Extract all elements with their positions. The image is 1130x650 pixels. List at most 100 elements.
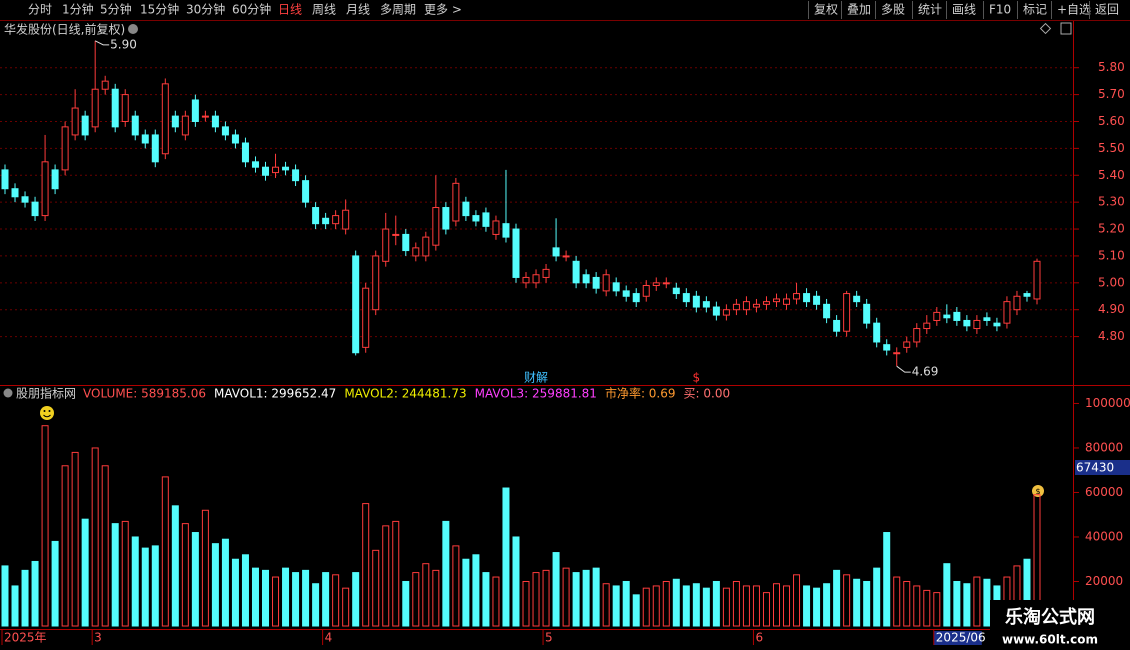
legend-entry: MAVOL3: 259881.81 [475, 387, 597, 401]
volume-bar [382, 525, 390, 627]
candle-body [923, 322, 931, 330]
candle-body [1033, 260, 1041, 300]
volume-bar [231, 558, 239, 627]
candle-body [251, 161, 259, 168]
watermark-name: 乐淘公式网 [1005, 606, 1095, 628]
volume-bar [282, 567, 290, 627]
volume-bar [622, 580, 630, 627]
volume-bar [502, 487, 510, 627]
candle-body [121, 94, 129, 122]
toolbar-button[interactable]: F10 [989, 3, 1011, 17]
candle-body [883, 344, 891, 351]
candle-body [913, 328, 921, 343]
volume-bar [412, 572, 420, 627]
toolbar-button[interactable]: 叠加 [847, 3, 871, 17]
candle-body [231, 134, 239, 144]
candle-body [312, 207, 320, 225]
volume-bar [752, 585, 760, 627]
toolbar-button[interactable]: +自选 [1057, 3, 1091, 17]
candle-body [462, 201, 470, 217]
volume-bar [432, 569, 440, 627]
y-tick-label: 5.10 [1098, 248, 1125, 262]
annotation-arrow [94, 40, 110, 46]
volume-bar [803, 585, 811, 627]
toolbar-button[interactable]: 标记 [1023, 3, 1047, 17]
candle-body [572, 260, 580, 284]
y-tick-label: 5.30 [1098, 195, 1125, 209]
candle-body [322, 217, 330, 225]
y-tick-label: 5.20 [1098, 222, 1125, 236]
toolbar-button[interactable]: 30分钟 [186, 2, 225, 17]
volume-bar [943, 563, 951, 627]
candle-body [472, 215, 480, 222]
legend-entry: MAVOL2: 244481.73 [344, 387, 466, 401]
volume-bar [342, 587, 350, 627]
toolbar-button[interactable]: 多周期 [380, 3, 416, 17]
date-label: 6 [755, 631, 763, 645]
candle-body [712, 306, 720, 316]
volume-bar [923, 589, 931, 627]
candle-body [502, 223, 510, 238]
candle-body [282, 166, 290, 171]
volume-bar [302, 569, 310, 627]
candle-body [191, 99, 199, 122]
toolbar-button[interactable]: 周线 [312, 3, 336, 17]
toolbar-button[interactable]: 1分钟 [62, 2, 94, 17]
candle-body [742, 301, 750, 311]
candle-body [512, 228, 520, 278]
candle-body [853, 295, 861, 303]
candle-body [332, 215, 340, 225]
candle-body [482, 212, 490, 227]
candle-body [752, 303, 760, 308]
volume-bar [853, 578, 861, 627]
candle-body [21, 196, 29, 203]
candle-body [11, 188, 19, 198]
volume-bar [181, 523, 189, 627]
volume-bar [762, 592, 770, 627]
y-tick-label: 60000 [1085, 485, 1123, 499]
legend-entry: 买: 0.00 [684, 387, 731, 401]
candle-body [412, 247, 420, 257]
volume-bar [472, 554, 480, 627]
y-tick-label: 5.80 [1098, 60, 1125, 74]
volume-bar [91, 447, 99, 627]
toolbar-button[interactable]: 多股 [881, 3, 905, 17]
volume-bar [903, 580, 911, 627]
volume-bar [843, 574, 851, 627]
toolbar-button[interactable]: 5分钟 [100, 2, 132, 17]
candle-body [702, 301, 710, 308]
indicator-icon[interactable] [3, 388, 13, 398]
volume-bar [592, 567, 600, 627]
smiley [40, 406, 54, 420]
toolbar-button[interactable]: 返回 [1095, 3, 1119, 17]
toolbar-button[interactable]: 60分钟 [232, 2, 271, 17]
volume-bar [251, 567, 259, 627]
indicator-name: 股朋指标网 [16, 386, 76, 401]
dropdown-icon[interactable] [128, 24, 138, 34]
toolbar-button[interactable]: 分时 [28, 3, 52, 17]
volume-bar [41, 425, 49, 627]
toolbar-button[interactable]: 画线 [952, 3, 976, 17]
candle-body [893, 352, 901, 355]
toolbar-button[interactable]: 更多 > [424, 3, 462, 17]
candle-body [682, 293, 690, 303]
y-tick-label: 80000 [1085, 440, 1123, 454]
money-bag: $ [1032, 485, 1044, 497]
candle-body [692, 295, 700, 308]
candle-body [241, 142, 249, 163]
toolbar-button[interactable]: 月线 [346, 3, 370, 17]
volume-bar [963, 583, 971, 627]
volume-bar [292, 572, 300, 627]
date-label: 2025年 [4, 631, 47, 645]
panel-icon[interactable] [1060, 22, 1072, 35]
date-label: 3 [94, 631, 102, 645]
toolbar-button[interactable]: 15分钟 [140, 2, 179, 17]
cursor-box [1075, 460, 1130, 475]
toolbar-button[interactable]: 统计 [918, 3, 942, 17]
toolbar-button[interactable]: 复权 [814, 3, 838, 17]
candle-body [492, 220, 500, 235]
toolbar-button[interactable]: 日线 [278, 3, 302, 17]
volume-bar [111, 523, 119, 627]
diamond-icon[interactable] [1039, 22, 1052, 35]
